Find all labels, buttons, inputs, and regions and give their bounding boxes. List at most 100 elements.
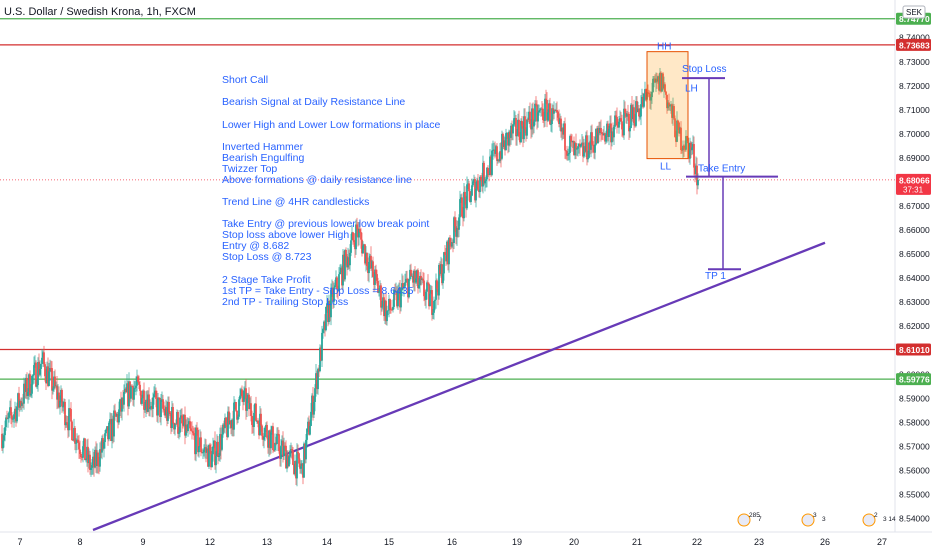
candle-body xyxy=(355,224,357,250)
candle-body xyxy=(492,149,494,151)
candle-body xyxy=(60,389,62,401)
x-tick-label: 8 xyxy=(77,537,82,547)
candle-body xyxy=(686,136,688,138)
candle-body xyxy=(54,376,56,387)
candle-body xyxy=(607,123,609,137)
candle-body xyxy=(697,179,699,186)
candle-body xyxy=(145,399,147,410)
candle-body xyxy=(552,108,554,114)
candle-body xyxy=(32,375,34,377)
candle-body xyxy=(384,300,386,317)
candle-body xyxy=(331,287,333,290)
candle-body xyxy=(551,108,553,125)
candle-body xyxy=(391,309,393,311)
candle-body xyxy=(250,403,252,417)
candle-body xyxy=(645,89,647,100)
y-tick-label: 8.73000 xyxy=(899,57,930,67)
candle-body xyxy=(121,398,123,412)
candle-body xyxy=(348,257,350,266)
candle-body xyxy=(136,376,138,386)
candle-body xyxy=(64,401,66,426)
candle-body xyxy=(682,145,684,151)
candle-body xyxy=(588,142,590,158)
note-bearish-signal: Bearish Signal at Daily Resistance Line xyxy=(222,96,406,108)
candle-body xyxy=(433,300,435,313)
candle-body xyxy=(468,183,470,192)
candle-body xyxy=(416,270,418,279)
candle-body xyxy=(294,460,296,475)
candle-body xyxy=(314,388,316,402)
candle-body xyxy=(219,434,221,456)
candle-body xyxy=(224,417,226,429)
candle-body xyxy=(414,270,416,283)
candle-body xyxy=(486,167,488,180)
candle-body xyxy=(410,269,412,277)
candle-body xyxy=(413,270,415,283)
candle-body xyxy=(415,278,417,283)
candle-body xyxy=(661,73,663,92)
price-tag xyxy=(896,38,931,51)
candle-body xyxy=(110,419,112,441)
candle-body xyxy=(548,103,550,113)
candle-body xyxy=(696,165,698,186)
candle-body xyxy=(254,403,256,413)
y-tick-label: 8.62000 xyxy=(899,321,930,331)
candle-body xyxy=(627,113,629,115)
candle-body xyxy=(273,450,275,451)
candle-body xyxy=(299,463,301,469)
candle-body xyxy=(61,389,63,407)
candle-body xyxy=(546,99,548,121)
candle-body xyxy=(292,450,294,465)
candle-body xyxy=(48,371,50,386)
candle-body xyxy=(428,283,430,307)
candle-body xyxy=(429,293,431,307)
candle-body xyxy=(417,270,419,289)
note-formations: Lower High and Lower Low formations in p… xyxy=(222,119,441,131)
candle-body xyxy=(526,119,528,136)
candle-body xyxy=(580,144,582,147)
candle-body xyxy=(568,152,570,155)
candle-body xyxy=(566,151,568,156)
candle-body xyxy=(604,133,606,142)
price-tag xyxy=(896,373,931,386)
candle-body xyxy=(555,109,557,111)
candle-body xyxy=(509,131,511,138)
candle-body xyxy=(194,435,196,455)
candle-body xyxy=(67,423,69,431)
candle-body xyxy=(577,146,579,149)
candle-body xyxy=(73,427,75,441)
event-badge-count: 3 xyxy=(813,512,817,519)
candle-body xyxy=(271,426,273,433)
candle-body xyxy=(115,413,117,417)
candle-body xyxy=(272,426,274,451)
candle-body xyxy=(277,433,279,435)
candle-body xyxy=(424,296,426,300)
candle-body xyxy=(602,133,604,136)
candle-body xyxy=(130,386,132,399)
candle-body xyxy=(397,290,399,307)
candle-body xyxy=(358,229,360,238)
candle-body xyxy=(162,399,164,409)
candle-body xyxy=(534,103,536,122)
candle-body xyxy=(395,291,397,292)
candle-body xyxy=(351,232,353,241)
candle-body xyxy=(167,401,169,421)
candle-body xyxy=(252,424,254,427)
candle-body xyxy=(654,78,656,83)
candle-body xyxy=(75,442,77,444)
candle-body xyxy=(560,118,562,132)
y-tick-label: 8.57000 xyxy=(899,441,930,451)
candle-body xyxy=(253,412,255,427)
candle-body xyxy=(18,393,20,408)
candle-body xyxy=(453,217,455,243)
candle-body xyxy=(631,104,633,120)
candle-body xyxy=(669,105,671,107)
candle-body xyxy=(528,111,530,120)
candle-body xyxy=(70,409,72,422)
candle-body xyxy=(17,393,19,407)
candle-body xyxy=(637,108,639,112)
candle-body xyxy=(16,406,18,422)
candle-body xyxy=(497,159,499,161)
